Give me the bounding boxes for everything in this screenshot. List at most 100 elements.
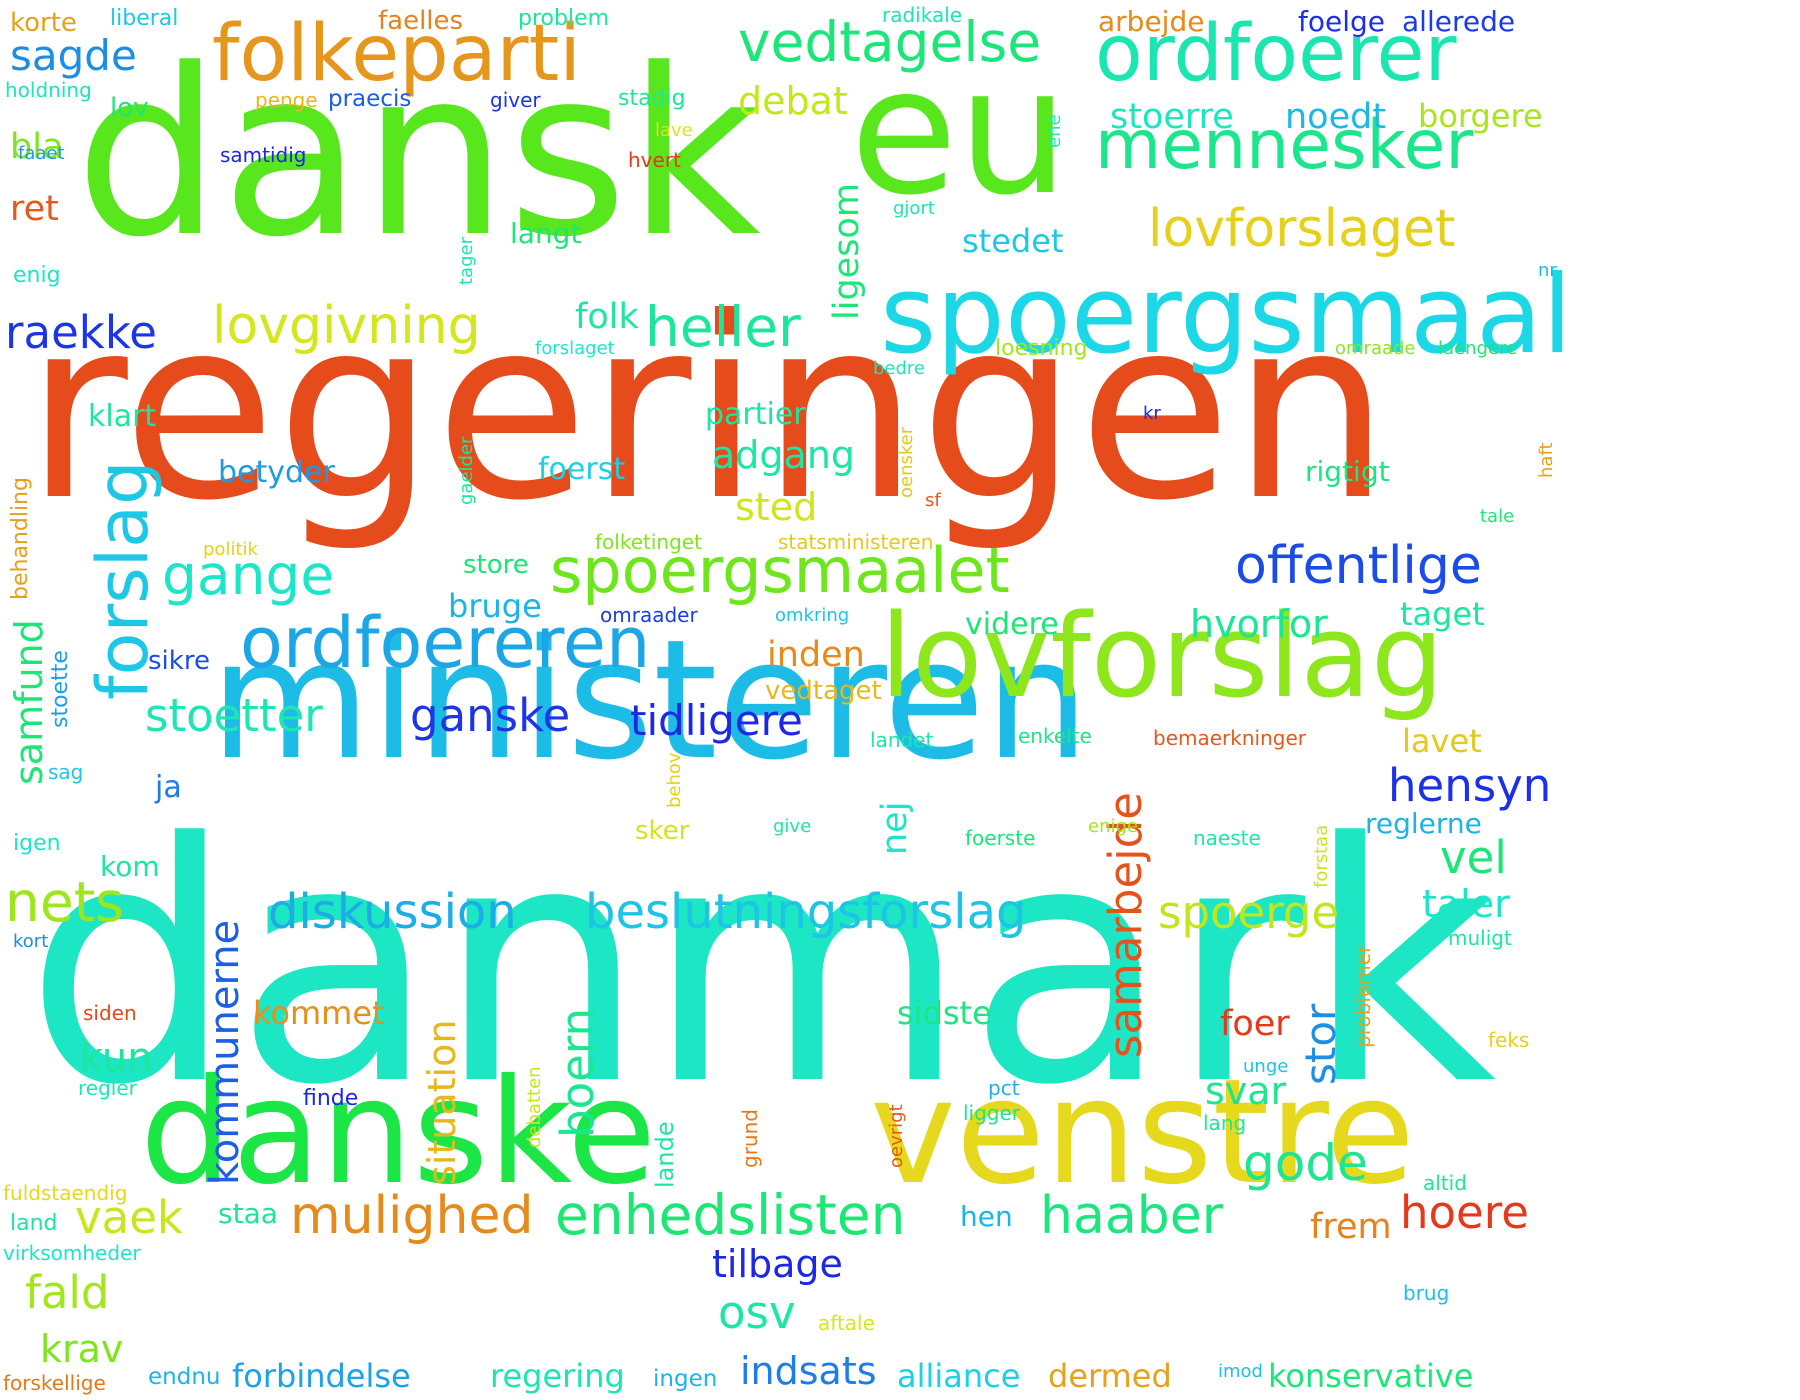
word-gjort: gjort xyxy=(893,198,935,219)
word-diskussion: diskussion xyxy=(268,884,517,940)
word-tilbage: tilbage xyxy=(712,1242,843,1286)
word-fald: fald xyxy=(25,1266,110,1319)
word-raekke: raekke xyxy=(5,306,157,359)
word-virksomheder: virksomheder xyxy=(3,1241,141,1265)
word-vel: vel xyxy=(1440,831,1507,884)
word-behov: behov xyxy=(664,752,685,808)
word-langt: langt xyxy=(510,217,582,250)
word-alliance: alliance xyxy=(897,1357,1021,1395)
word-bemaerkninger: bemaerkninger xyxy=(1153,726,1306,750)
word-muligt: muligt xyxy=(1448,926,1512,950)
word-politik: politik xyxy=(203,539,258,560)
word-faelles: faelles xyxy=(378,6,464,36)
word-sidste: sidste xyxy=(897,994,992,1032)
word-konservative: konservative xyxy=(1268,1357,1474,1395)
word-enige: enige xyxy=(1088,816,1138,837)
word-ingen: ingen xyxy=(653,1366,718,1392)
word-endnu: endnu xyxy=(148,1364,221,1390)
word-beslutningsforslag: beslutningsforslag xyxy=(585,884,1027,940)
word-hoere: hoere xyxy=(1400,1186,1529,1239)
word-taler: taler xyxy=(1422,882,1510,926)
word-ordfoerer: ordfoerer xyxy=(1095,9,1457,99)
word-kr: kr xyxy=(1143,403,1161,424)
word-venstre: venstre xyxy=(870,1048,1415,1217)
word-bruge: bruge xyxy=(448,587,542,625)
word-loesning: loesning xyxy=(995,336,1088,361)
word-indsats: indsats xyxy=(740,1349,877,1393)
word-forslaget: forslaget xyxy=(535,338,615,359)
word-adgang: adgang xyxy=(712,433,856,477)
word-frem: frem xyxy=(1310,1207,1392,1247)
word-folkeparti: folkeparti xyxy=(212,9,581,99)
word-land: land xyxy=(10,1211,58,1236)
word-landet: landet xyxy=(870,728,934,752)
word-laengere: laengere xyxy=(1438,338,1518,359)
word-lovgivning: lovgivning xyxy=(212,296,481,356)
word-foerst: foerst xyxy=(538,452,626,487)
word-arbejde: arbejde xyxy=(1098,5,1205,38)
word-finde: finde xyxy=(303,1086,359,1111)
word-partier: partier xyxy=(705,397,806,432)
word-feks: feks xyxy=(1488,1028,1530,1052)
word-stor: stor xyxy=(1296,1003,1345,1085)
word-debatten: debatten xyxy=(524,1066,545,1148)
word-danske: danske xyxy=(140,1048,657,1217)
word-vedtaget: vedtaget xyxy=(765,676,882,706)
word-danmark: danmark xyxy=(25,773,1497,1157)
word-aftale: aftale xyxy=(818,1311,875,1335)
word-haaber: haaber xyxy=(1040,1186,1224,1246)
word-krav: krav xyxy=(40,1327,124,1371)
word-hensyn: hensyn xyxy=(1388,759,1552,812)
word-stoetter: stoetter xyxy=(145,689,323,742)
word-ligger: ligger xyxy=(963,1101,1021,1125)
word-lov: lov xyxy=(110,93,149,123)
word-lande: lande xyxy=(651,1121,679,1188)
word-pct: pct xyxy=(988,1076,1020,1100)
word-give: give xyxy=(773,816,812,837)
word-oevrigt: oevrigt xyxy=(886,1104,907,1168)
word-kort: kort xyxy=(13,931,49,952)
word-vaek: vaek xyxy=(75,1191,183,1244)
word-boern: boern xyxy=(551,1007,604,1138)
word-sted: sted xyxy=(735,485,818,529)
word-eu: eu xyxy=(850,31,1069,234)
word-radikale: radikale xyxy=(882,3,963,27)
word-lovforslag: lovforslag xyxy=(880,590,1444,724)
word-osv: osv xyxy=(718,1286,796,1339)
word-tidligere: tidligere xyxy=(630,696,803,745)
word-spoergsmaal: spoergsmaal xyxy=(880,253,1573,378)
word-situation: situation xyxy=(420,1019,464,1185)
word-naeste: naeste xyxy=(1193,826,1261,850)
word-faaet: faaet xyxy=(18,143,65,164)
word-hen: hen xyxy=(960,1200,1013,1233)
word-debat: debat xyxy=(738,79,848,123)
word-offentlige: offentlige xyxy=(1235,536,1482,596)
word-liberal: liberal xyxy=(110,6,179,31)
word-giver: giver xyxy=(490,88,541,112)
word-gaelder: gaelder xyxy=(456,436,477,505)
word-folk: folk xyxy=(575,297,639,337)
word-samfund: samfund xyxy=(7,619,51,785)
word-sagde: sagde xyxy=(10,31,137,80)
word-hvorfor: hvorfor xyxy=(1190,602,1328,646)
word-ligesom: ligesom xyxy=(827,183,867,320)
word-mulighed: mulighed xyxy=(290,1186,534,1246)
word-siden: siden xyxy=(83,1001,137,1025)
word-altid: altid xyxy=(1423,1171,1467,1195)
word-bedre: bedre xyxy=(873,358,926,379)
word-omkring: omkring xyxy=(775,605,850,626)
word-korte: korte xyxy=(10,8,77,38)
word-kun: kun xyxy=(80,1035,153,1081)
word-kom: kom xyxy=(100,850,160,883)
word-videre: videre xyxy=(965,607,1059,642)
word-nej: nej xyxy=(875,801,915,855)
word-sf: sf xyxy=(925,490,941,511)
word-inden: inden xyxy=(767,635,865,675)
word-nr: nr xyxy=(1538,260,1557,281)
word-ordfoereren: ordfoereren xyxy=(240,602,651,684)
word-sag: sag xyxy=(48,760,84,784)
word-imod: imod xyxy=(1218,1361,1263,1382)
word-forbindelse: forbindelse xyxy=(232,1357,411,1395)
word-rigtigt: rigtigt xyxy=(1305,455,1390,488)
